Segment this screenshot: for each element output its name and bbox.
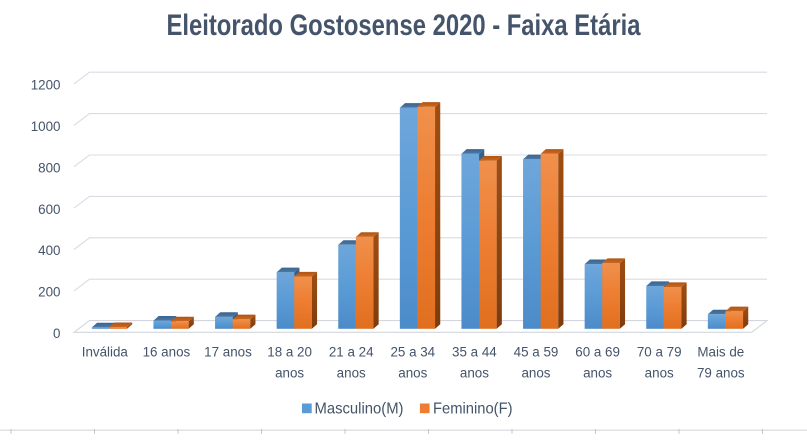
svg-text:60 a 69: 60 a 69 <box>575 344 620 359</box>
svg-text:70 a 79: 70 a 79 <box>637 344 682 359</box>
svg-text:45 a 59: 45 a 59 <box>514 344 559 359</box>
svg-text:21 a 24: 21 a 24 <box>329 344 374 359</box>
svg-text:Feminino(F): Feminino(F) <box>433 400 513 417</box>
svg-text:anos: anos <box>460 365 489 380</box>
svg-text:Inválida: Inválida <box>82 344 129 359</box>
svg-text:anos: anos <box>337 365 366 380</box>
svg-text:Eleitorado Gostosense 2020 - F: Eleitorado Gostosense 2020 - Faixa Etári… <box>167 9 641 42</box>
svg-text:anos: anos <box>583 365 612 380</box>
svg-text:anos: anos <box>645 365 674 380</box>
svg-text:18 a 20: 18 a 20 <box>267 344 312 359</box>
svg-text:0: 0 <box>53 326 60 341</box>
svg-text:anos: anos <box>398 365 427 380</box>
svg-text:400: 400 <box>38 243 60 258</box>
svg-text:800: 800 <box>38 160 60 175</box>
svg-text:25 a 34: 25 a 34 <box>390 344 435 359</box>
svg-text:1000: 1000 <box>31 119 61 134</box>
svg-text:1200: 1200 <box>31 78 61 93</box>
svg-text:Masculino(M): Masculino(M) <box>315 400 404 417</box>
svg-text:600: 600 <box>38 202 60 217</box>
svg-text:anos: anos <box>521 365 550 380</box>
svg-text:79 anos: 79 anos <box>697 365 745 380</box>
svg-text:17 anos: 17 anos <box>204 344 252 359</box>
svg-text:35 a 44: 35 a 44 <box>452 344 497 359</box>
svg-text:anos: anos <box>275 365 304 380</box>
svg-text:16 anos: 16 anos <box>143 344 191 359</box>
svg-text:Mais de: Mais de <box>697 344 744 359</box>
svg-text:200: 200 <box>38 285 60 300</box>
